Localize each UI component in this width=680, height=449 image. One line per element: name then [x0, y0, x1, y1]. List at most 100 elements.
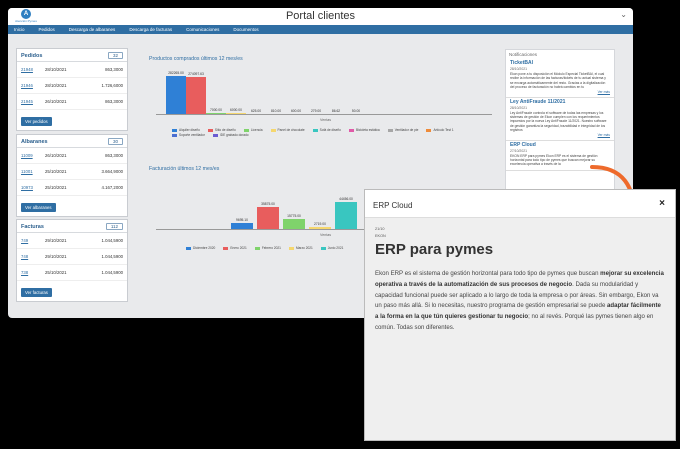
card-title: Pedidos: [21, 52, 43, 59]
legend-label: Sofá de diseño: [319, 128, 341, 132]
albaran-link[interactable]: 11001: [21, 169, 33, 174]
ver-mas-link[interactable]: Ver más: [597, 89, 610, 94]
chart-bar: [283, 219, 305, 229]
chart1-axis: [156, 114, 492, 115]
menu-documentos[interactable]: Documentos: [233, 27, 259, 32]
card-title: Albaranes: [21, 138, 48, 145]
order-link[interactable]: 21948: [21, 67, 33, 72]
legend-swatch: [288, 246, 294, 250]
notification-item[interactable]: Ley AntiFraude 11/2021 28/10/2021 Ley An…: [506, 98, 614, 141]
legend-item[interactable]: Alquiler diseño: [172, 128, 200, 132]
legend-swatch: [212, 133, 218, 137]
article-text: Ekon ERP es el sistema de gestión horizo…: [375, 270, 601, 277]
legend-item[interactable]: Bicicleta estática: [348, 128, 380, 132]
notification-item[interactable]: ERP Cloud 27/10/2021 EKON ERP para pymes…: [506, 141, 614, 171]
legend-item[interactable]: Marzo 2021: [288, 246, 313, 250]
chevron-down-icon[interactable]: ⌄: [620, 10, 627, 19]
order-link[interactable]: 21946: [21, 83, 33, 88]
data-label: 50.00: [351, 108, 361, 113]
legend-label: Artículo Test 1: [433, 128, 454, 132]
chart-bar: [166, 76, 186, 114]
data-label: 6000.00: [230, 108, 242, 113]
chart-bar: [257, 207, 279, 229]
menu-comunicaciones[interactable]: Comunicaciones: [186, 27, 220, 32]
legend-item[interactable]: Soporte ventilador: [172, 133, 205, 137]
notification-date: 27/10/2021: [510, 148, 527, 153]
data-label: 625.00: [250, 108, 262, 113]
legend-swatch: [426, 128, 432, 132]
legend-label: Marzo 2021: [295, 246, 313, 250]
chart-bar: [309, 227, 331, 229]
notification-title[interactable]: ERP Cloud: [510, 141, 536, 148]
albaran-link[interactable]: 11009: [21, 153, 33, 158]
legend-label: IDE grabado dorado: [219, 133, 249, 137]
legend-swatch: [172, 128, 177, 132]
article-highlight: mejorar su excelencia operativa a través…: [375, 270, 664, 288]
table-row: 11009 26/10/2021 863,3000: [17, 148, 127, 164]
factura-link[interactable]: 749: [21, 238, 29, 243]
legend-item[interactable]: Enero 2021: [223, 246, 247, 250]
ver-pedidos-button[interactable]: Ver pedidos: [21, 117, 52, 126]
close-icon[interactable]: ×: [659, 198, 665, 209]
legend-swatch: [223, 246, 229, 250]
article-heading: ERP para pymes: [375, 241, 494, 258]
count-badge: 32: [107, 52, 123, 59]
legend-item[interactable]: Junio 2021: [320, 246, 343, 250]
notification-title[interactable]: Ley AntiFraude 11/2021: [510, 98, 566, 105]
row-date: 25/10/2021: [45, 185, 67, 190]
row-date: 25/10/2021: [45, 270, 67, 275]
data-label: 279.00: [310, 108, 322, 113]
menu-pedidos[interactable]: Pedidos: [38, 27, 55, 32]
row-date: 26/10/2021: [45, 153, 67, 158]
legend-label: Enero 2021: [230, 246, 247, 250]
factura-link[interactable]: 738: [21, 270, 29, 275]
ver-albaranes-button[interactable]: Ver albaranes: [21, 203, 56, 212]
factura-link[interactable]: 748: [21, 254, 29, 259]
card-header: Pedidos 32: [17, 49, 127, 62]
table-row: 749 29/10/2021 1.044,5900: [17, 233, 127, 249]
table-row: 10973 25/10/2021 4.167,2000: [17, 180, 127, 196]
legend-swatch: [186, 246, 191, 250]
app-logo[interactable]: A Atención Pymes: [12, 9, 40, 23]
table-row: 11001 25/10/2021 3.664,9000: [17, 164, 127, 180]
row-date: 28/10/2021: [45, 83, 67, 88]
notification-title[interactable]: TicketBAI: [510, 60, 533, 66]
legend-item[interactable]: Sofá de diseño: [312, 128, 341, 132]
legend-item[interactable]: Ventilador de pie: [387, 128, 418, 132]
legend-item[interactable]: Febrero 2021: [254, 246, 281, 250]
chart-bar: [206, 113, 226, 114]
data-label: 15775.00: [287, 214, 301, 219]
row-date: 29/10/2021: [45, 238, 67, 243]
pedidos-card: Pedidos 32 21948 28/10/2021 863,3000 21946…: [16, 48, 128, 131]
article-highlight: adaptar fácilmente a la forma en la que …: [375, 302, 661, 321]
menu-inicio[interactable]: Inicio: [14, 27, 25, 32]
legend-label: Alquiler diseño: [179, 128, 200, 132]
legend-item[interactable]: Sitio de diseño: [207, 128, 236, 132]
notification-item[interactable]: TicketBAI 28/10/2021 Ekon pone a tu disp…: [506, 59, 614, 98]
legend-item[interactable]: IDE grabado dorado: [212, 133, 249, 137]
legend-swatch: [270, 128, 276, 132]
menu-descarga-facturas[interactable]: Descarga de facturas: [129, 27, 173, 32]
legend-item[interactable]: Artículo Test 1: [426, 128, 454, 132]
legend-item[interactable]: Panel de chocolate: [270, 128, 305, 132]
ver-mas-link[interactable]: Ver más: [597, 132, 610, 137]
data-label: 282265.00: [168, 71, 184, 76]
ver-facturas-button[interactable]: Ver facturas: [21, 288, 52, 297]
legend-label: Licencia: [250, 128, 263, 132]
legend-label: Sitio de diseño: [214, 128, 236, 132]
row-amount: 863,3000: [105, 67, 123, 72]
row-amount: 1.044,5900: [101, 270, 123, 275]
order-link[interactable]: 21945: [21, 99, 33, 104]
legend-label: Febrero 2021: [261, 246, 281, 250]
legend-item[interactable]: Licencia: [243, 128, 263, 132]
albaran-link[interactable]: 10973: [21, 185, 33, 190]
menu-descarga-albaranes[interactable]: Descarga de albaranes: [68, 27, 116, 32]
count-badge: 112: [105, 223, 123, 230]
logo-icon: A: [21, 9, 31, 19]
legend-item[interactable]: Diciembre 2020: [186, 246, 215, 250]
legend-swatch: [312, 128, 318, 132]
chart1-xlabel: Ventas: [320, 118, 331, 122]
notification-body: Ley AntiFraude controla el software de t…: [510, 110, 607, 133]
notification-body: EKON ERP para pymes Ekon ERP es el siste…: [510, 153, 598, 167]
